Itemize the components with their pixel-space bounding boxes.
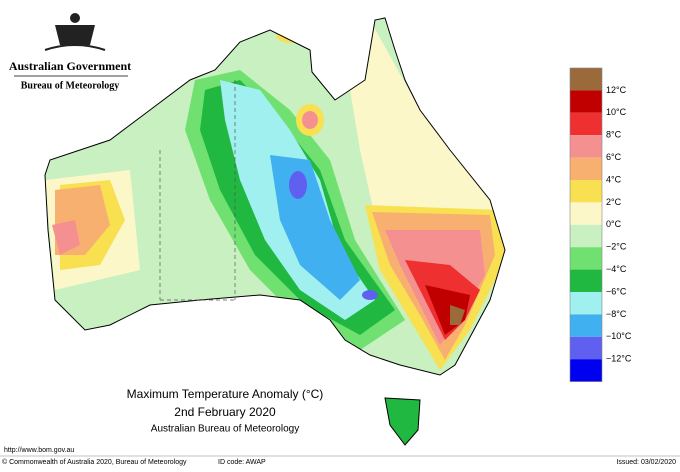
legend-label: 0°C bbox=[606, 219, 622, 229]
legend: 12°C 10°C 8°C 6°C 4°C 2°C 0°C −2°C −4°C −6°C −8°C −… bbox=[569, 67, 632, 382]
legend-label: 2°C bbox=[606, 197, 622, 207]
legend-label: 6°C bbox=[606, 152, 622, 162]
footer-issued: Issued: 03/02/2020 bbox=[616, 459, 676, 466]
legend-swatch bbox=[570, 112, 602, 136]
legend-swatch bbox=[570, 157, 602, 180]
legend-swatch bbox=[570, 247, 602, 270]
legend-label: −12°C bbox=[606, 354, 632, 364]
legend-label: −2°C bbox=[606, 242, 627, 252]
legend-swatch bbox=[570, 269, 602, 292]
legend-label: 10°C bbox=[606, 107, 627, 117]
legend-swatch bbox=[570, 135, 602, 158]
legend-swatch bbox=[570, 336, 602, 360]
map-title: Maximum Temperature Anomaly (°C) bbox=[127, 387, 324, 401]
legend-label: 8°C bbox=[606, 130, 622, 140]
map-date: 2nd February 2020 bbox=[174, 405, 276, 419]
bureau: Bureau of Meteorology bbox=[21, 80, 120, 91]
government: Australian Government bbox=[9, 59, 131, 73]
legend-label: −8°C bbox=[606, 309, 627, 319]
footer-url: http://www.bom.gov.au bbox=[4, 447, 74, 454]
legend-swatch bbox=[570, 314, 602, 337]
map-source: Australian Bureau of Meteorology bbox=[151, 424, 299, 435]
tasmania bbox=[384, 397, 421, 446]
legend-label: 4°C bbox=[606, 174, 622, 184]
state-borders bbox=[159, 80, 236, 301]
legend-swatch bbox=[570, 359, 602, 382]
legend-swatch bbox=[570, 180, 602, 203]
logo bbox=[44, 13, 106, 51]
legend-label: −4°C bbox=[606, 264, 627, 274]
legend-label: −10°C bbox=[606, 331, 632, 341]
legend-label: 12°C bbox=[606, 85, 627, 95]
legend-swatch bbox=[570, 68, 602, 91]
footer-id: ID code: AWAP bbox=[218, 459, 266, 466]
legend-label: −6°C bbox=[606, 286, 627, 296]
legend-swatch bbox=[570, 202, 602, 225]
legend-swatch bbox=[570, 90, 602, 113]
footer-copyright: © Commonwealth of Australia 2020, Bureau… bbox=[2, 458, 187, 466]
legend-frame bbox=[569, 67, 603, 382]
legend-swatch bbox=[570, 224, 602, 248]
legend-swatch bbox=[570, 292, 602, 315]
